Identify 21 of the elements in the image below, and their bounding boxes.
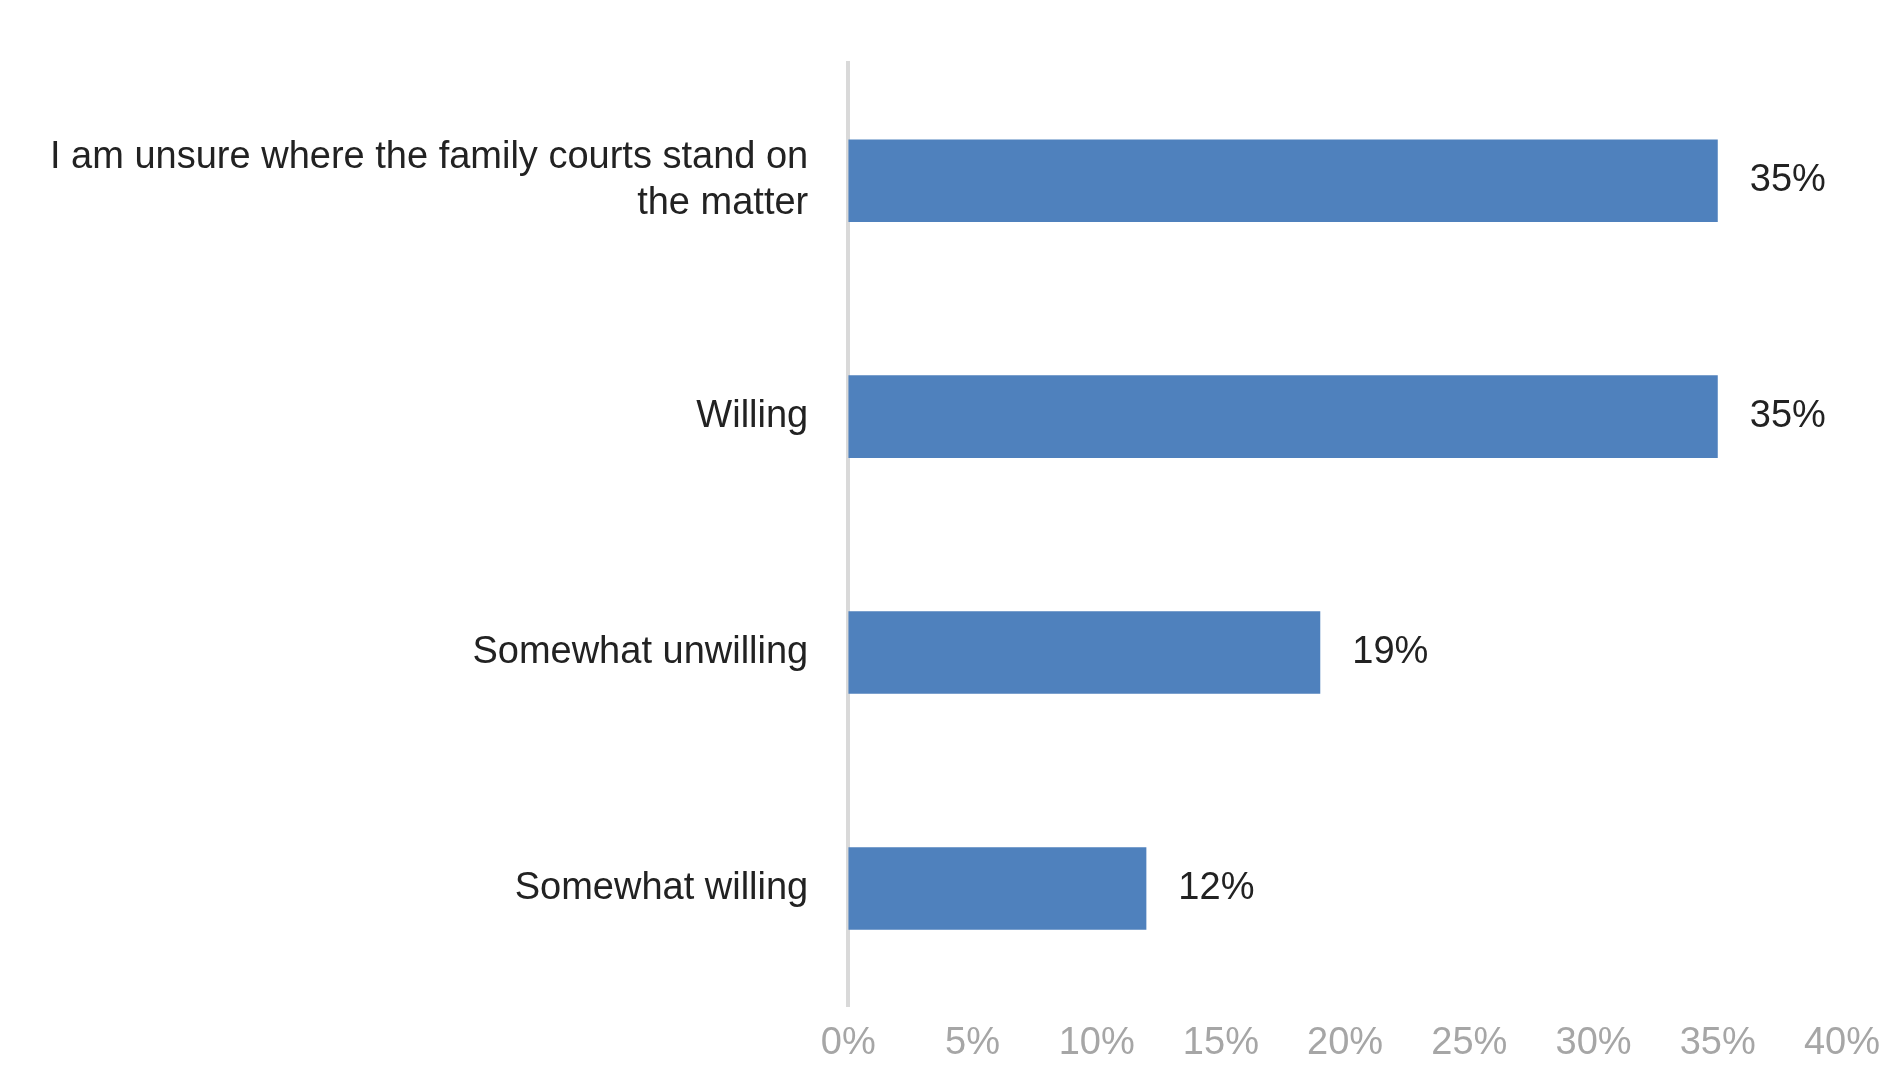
bar bbox=[848, 375, 1718, 458]
x-tick-label: 20% bbox=[1307, 1019, 1384, 1062]
x-tick-label: 35% bbox=[1679, 1019, 1756, 1062]
bar bbox=[848, 611, 1321, 694]
y-tick-label: Somewhat unwilling bbox=[472, 629, 809, 672]
x-tick-label: 40% bbox=[1803, 1019, 1880, 1062]
x-tick-label: 30% bbox=[1555, 1019, 1632, 1062]
x-tick-label: 25% bbox=[1431, 1019, 1508, 1062]
x-tick-label: 15% bbox=[1182, 1019, 1259, 1062]
y-tick-label: I am unsure where the family courts stand on the matter bbox=[49, 134, 809, 223]
x-tick-label: 10% bbox=[1058, 1019, 1135, 1062]
x-tick-label: 0% bbox=[820, 1019, 876, 1062]
x-tick-label: 5% bbox=[945, 1019, 1000, 1062]
data-label: 35% bbox=[1749, 393, 1826, 436]
data-label: 35% bbox=[1749, 157, 1826, 200]
data-label: 12% bbox=[1178, 864, 1255, 907]
bar bbox=[848, 139, 1718, 223]
bar bbox=[848, 847, 1147, 930]
y-tick-label: Somewhat willing bbox=[514, 864, 809, 907]
data-label: 19% bbox=[1352, 629, 1429, 672]
y-tick-label: Willing bbox=[696, 393, 809, 436]
